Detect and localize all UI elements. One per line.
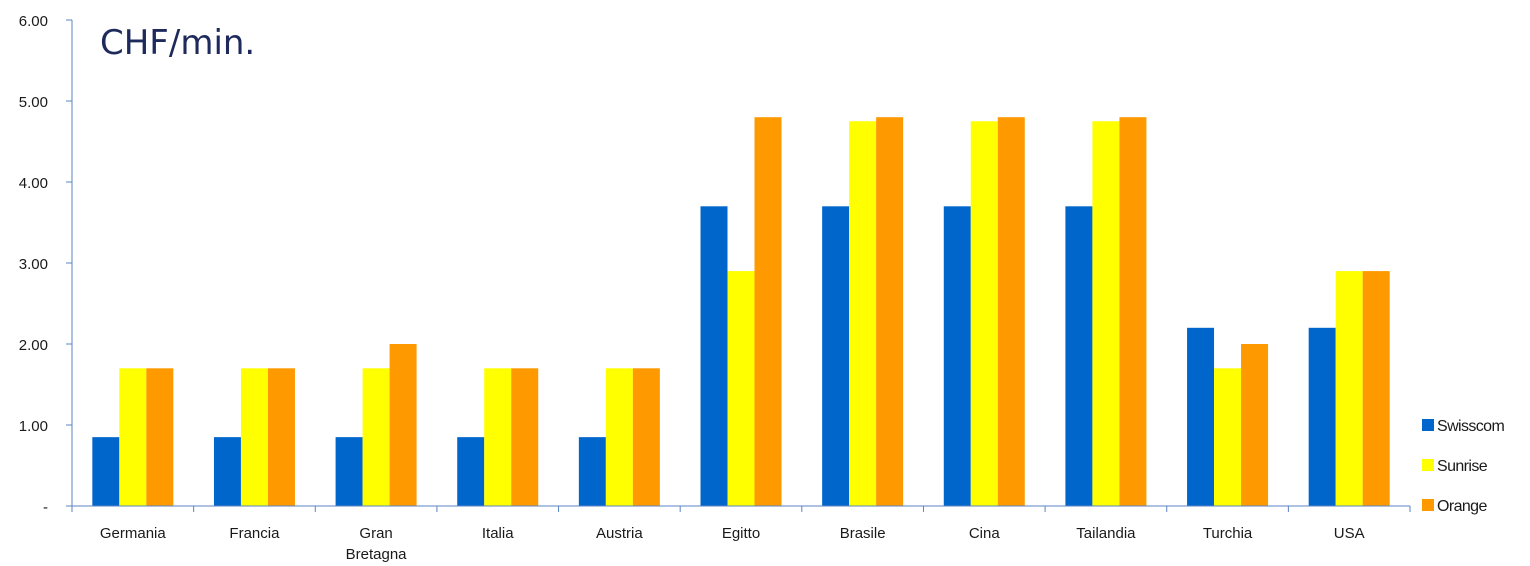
bar-swisscom-francia [213, 437, 241, 506]
bar-orange-cina [997, 117, 1025, 506]
bar-sunrise-usa [1335, 271, 1363, 506]
x-tick-label: Francia [229, 525, 280, 542]
legend-label-orange: Orange [1437, 498, 1487, 515]
y-tick-label: 5.00 [19, 94, 48, 111]
bar-orange-usa [1362, 271, 1390, 506]
bar-swisscom-turchia [1187, 327, 1215, 506]
x-tick-label: Egitto [722, 525, 760, 542]
bar-sunrise-brasile [849, 121, 877, 506]
bar-swisscom-egitto [700, 206, 728, 507]
bar-sunrise-cina [970, 121, 998, 506]
bar-orange-brasile [876, 117, 904, 506]
y-tick-label: 3.00 [19, 256, 48, 273]
legend-swatch-swisscom [1422, 419, 1434, 431]
bar-sunrise-turchia [1214, 368, 1242, 506]
bars-group [92, 117, 1390, 507]
x-tick-label: USA [1334, 525, 1365, 542]
x-tick-label: Austria [596, 525, 643, 542]
x-tick-label: Cina [969, 525, 1001, 542]
y-tick-label: 6.00 [19, 13, 48, 30]
legend-swatch-sunrise [1422, 459, 1434, 471]
bar-swisscom-tailandia [1065, 206, 1093, 507]
bar-orange-italia [511, 368, 539, 506]
bar-sunrise-egitto [727, 271, 755, 506]
y-tick-label: 2.00 [19, 337, 48, 354]
bar-sunrise-austria [605, 368, 633, 506]
bar-swisscom-italia [457, 437, 485, 506]
bar-swisscom-cina [943, 206, 971, 507]
x-tick-label: Germania [100, 525, 167, 542]
bar-swisscom-gran-bretagna [335, 437, 363, 506]
bar-orange-egitto [754, 117, 782, 506]
bar-swisscom-usa [1308, 327, 1336, 506]
bar-orange-tailandia [1119, 117, 1147, 506]
y-tick-label: 1.00 [19, 418, 48, 435]
legend-swatch-orange [1422, 499, 1434, 511]
bar-sunrise-gran-bretagna [362, 368, 390, 506]
legend: Swisscom Sunrise Orange [1422, 418, 1505, 515]
bar-sunrise-tailandia [1092, 121, 1120, 506]
bar-orange-gran-bretagna [389, 344, 417, 506]
chart-title: CHF/min. [100, 23, 255, 63]
bar-orange-francia [267, 368, 295, 506]
axes-group: - 1.00 2.00 3.00 4.00 5.00 6.00 Germania Francia… [19, 13, 1411, 563]
bar-swisscom-austria [578, 437, 606, 506]
bar-sunrise-italia [484, 368, 512, 506]
y-tick-label: 4.00 [19, 175, 48, 192]
bar-swisscom-germania [92, 437, 120, 506]
x-tick-label: Bretagna [346, 546, 408, 563]
x-tick-label: Italia [482, 525, 514, 542]
y-tick-label: - [43, 499, 48, 516]
x-tick-label: Tailandia [1076, 525, 1136, 542]
bar-sunrise-germania [119, 368, 147, 506]
bar-sunrise-francia [240, 368, 268, 506]
x-tick-label: Gran [359, 525, 392, 542]
x-tick-label: Turchia [1203, 525, 1253, 542]
bar-orange-germania [146, 368, 174, 506]
bar-orange-austria [632, 368, 660, 506]
legend-label-swisscom: Swisscom [1437, 418, 1504, 435]
bar-orange-turchia [1241, 344, 1269, 506]
bar-swisscom-brasile [822, 206, 850, 507]
legend-label-sunrise: Sunrise [1437, 458, 1488, 475]
x-tick-label: Brasile [840, 525, 886, 542]
